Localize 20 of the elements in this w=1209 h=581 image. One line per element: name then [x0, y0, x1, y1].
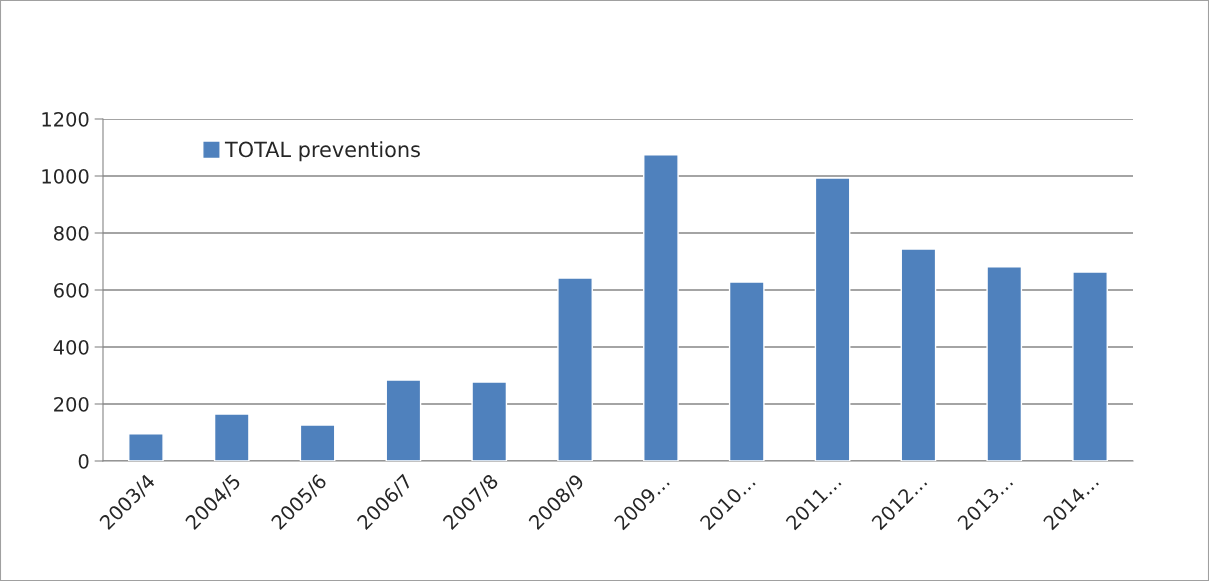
- bar: [728, 281, 765, 461]
- bar: [557, 277, 593, 461]
- bar: [643, 154, 679, 461]
- bar: [900, 248, 937, 461]
- y-tick-label: 1200: [42, 111, 89, 127]
- y-tick-label: 400: [53, 339, 89, 355]
- bar: [814, 177, 851, 461]
- y-tick-label: 200: [54, 396, 89, 412]
- bar: [1072, 271, 1108, 461]
- y-tick-label: 800: [54, 225, 89, 241]
- legend-label: TOTAL preventions: [224, 141, 420, 162]
- bar: [213, 413, 250, 461]
- bar: [986, 266, 1023, 461]
- bar: [471, 381, 508, 461]
- y-tick-label: 0: [78, 453, 89, 469]
- y-tick-label: 1000: [42, 168, 89, 184]
- bar: [299, 424, 336, 461]
- bar: [385, 379, 422, 461]
- y-tick-label: 600: [54, 282, 89, 298]
- bar: [128, 433, 164, 461]
